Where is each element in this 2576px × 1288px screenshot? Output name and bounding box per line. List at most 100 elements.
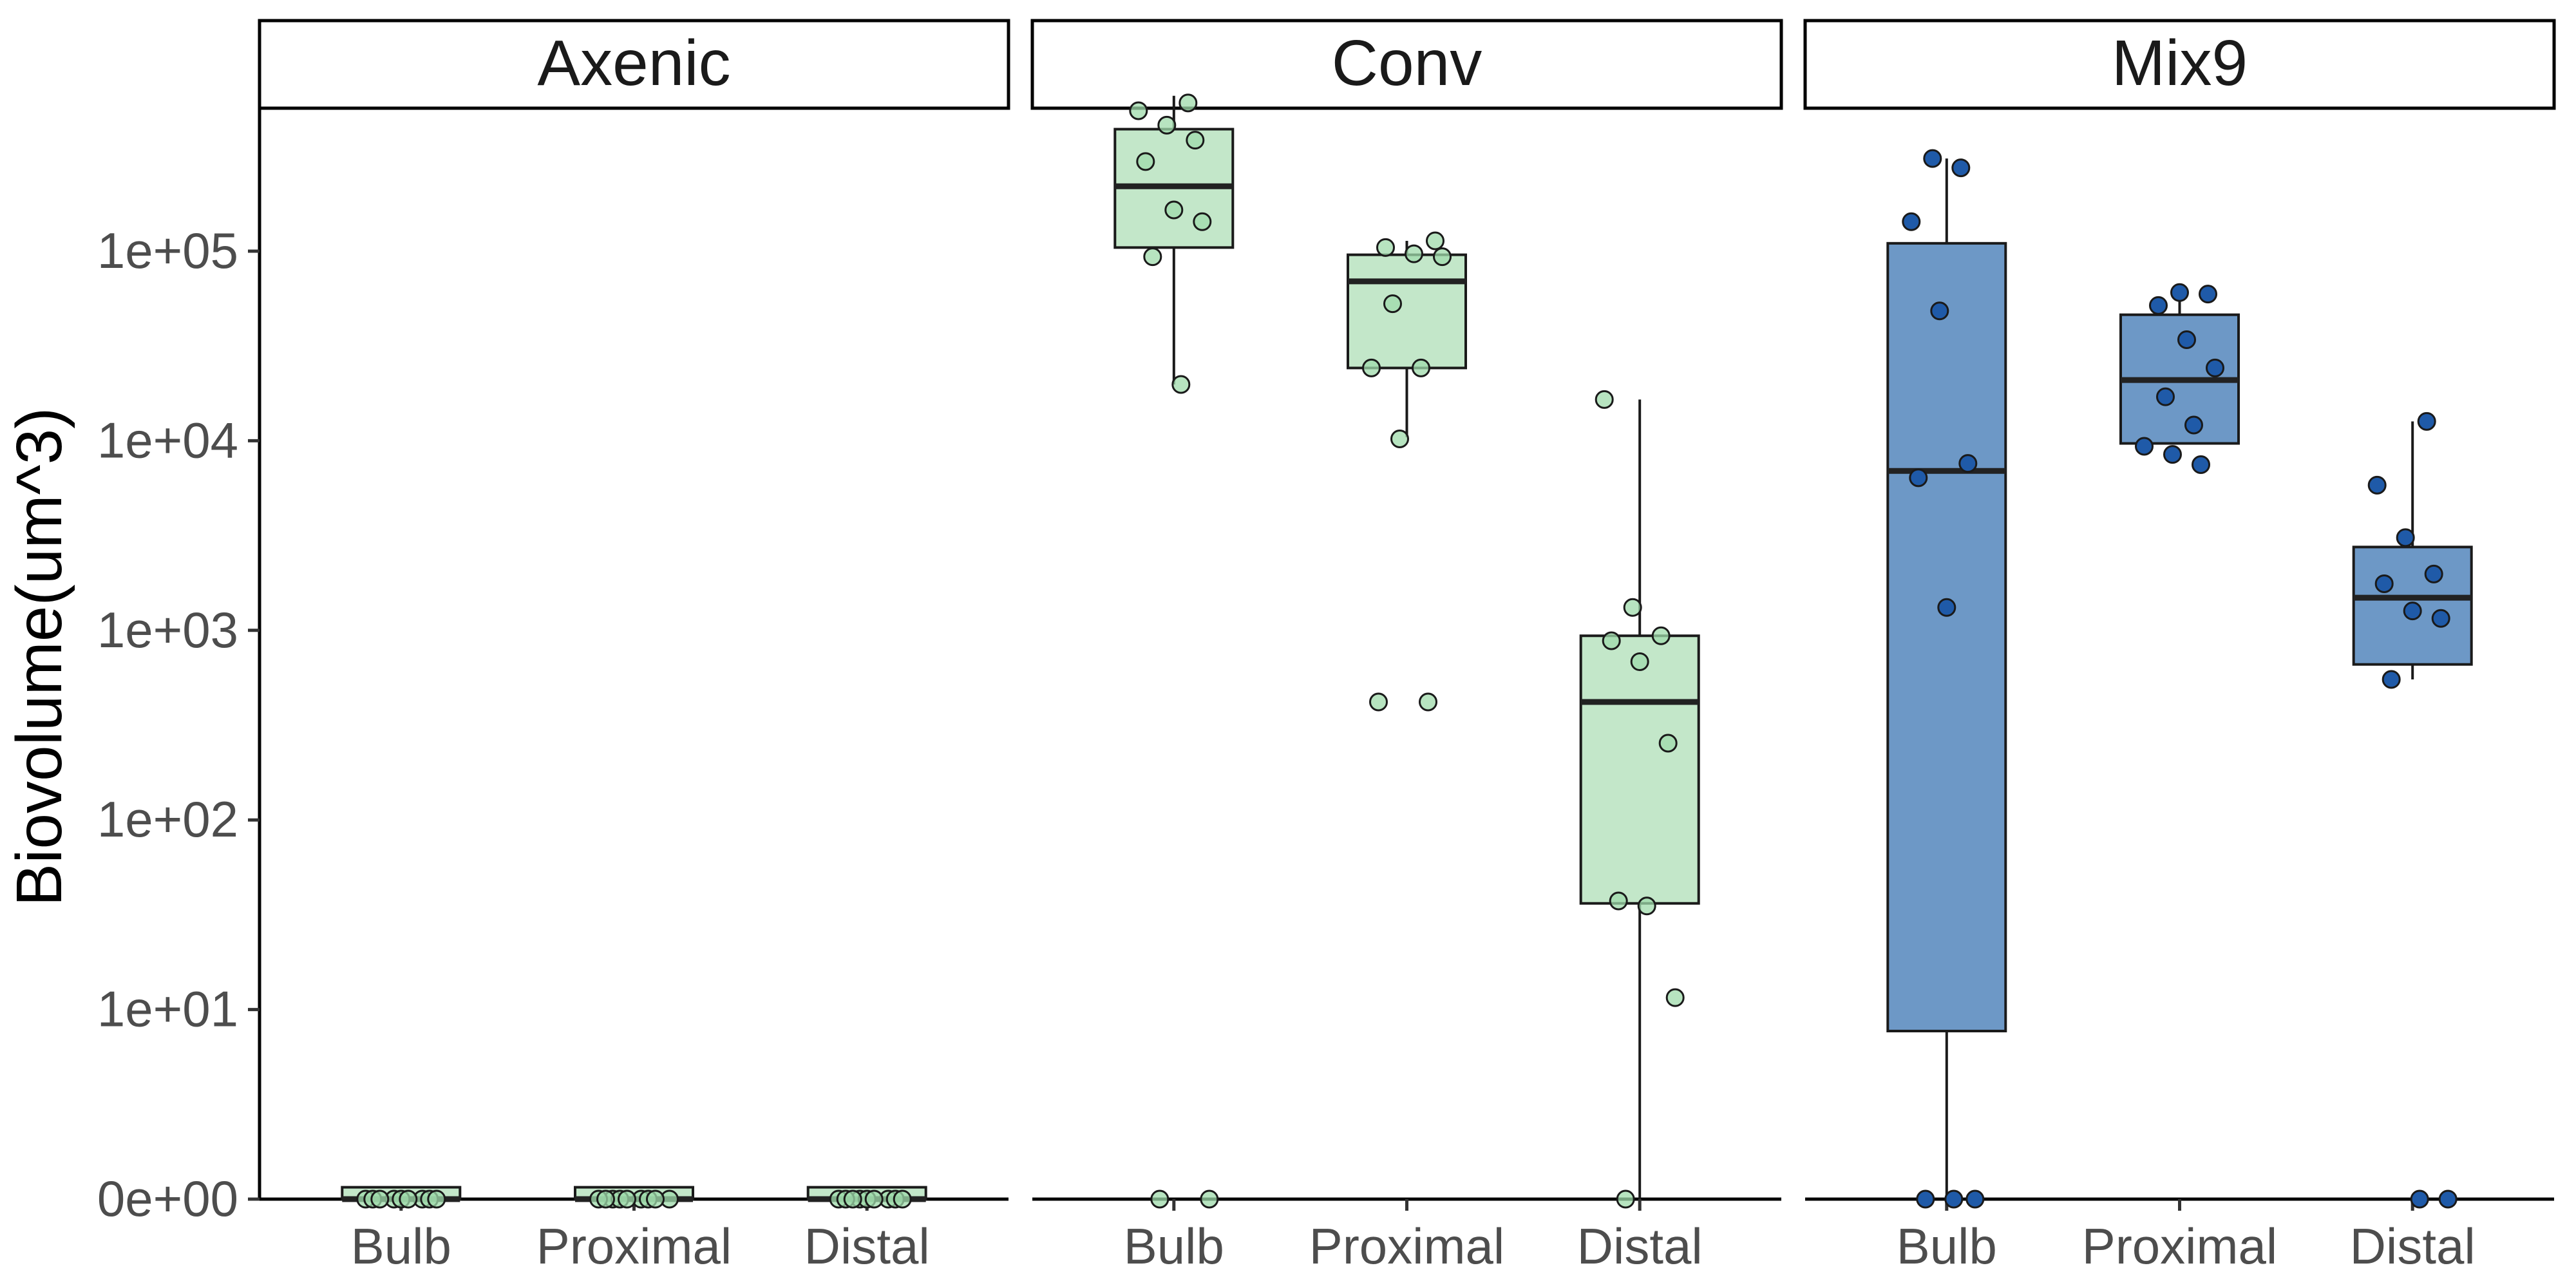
- data-point: [646, 1189, 665, 1209]
- y-axis: 0e+00 1e+01 1e+02 1e+03 1e+04 1e+05: [97, 108, 261, 1227]
- y-tick-label: 1e+05: [97, 222, 238, 279]
- x-tick-label: Bulb: [1124, 1218, 1224, 1274]
- data-point: [2367, 475, 2387, 495]
- data-point: [1433, 247, 1452, 267]
- box-distal: Distal: [1577, 390, 1703, 1274]
- data-point: [596, 1189, 615, 1209]
- data-point: [1136, 152, 1155, 171]
- data-point: [1405, 244, 1423, 263]
- box-bulb: Bulb: [1113, 93, 1235, 1274]
- data-point: [1362, 358, 1381, 377]
- panel-mix9: Mix9 Bulb Proximal Distal: [1803, 19, 2556, 1274]
- panel-axenic: Axenic Bulb Proximal Distal: [258, 19, 1010, 1274]
- data-point: [1637, 896, 1656, 916]
- data-point: [1376, 238, 1395, 257]
- data-point: [1902, 212, 1921, 231]
- data-point: [2403, 601, 2422, 621]
- data-point: [1923, 149, 1942, 168]
- data-point: [1658, 734, 1678, 753]
- data-point: [843, 1189, 862, 1209]
- data-point: [2163, 445, 2182, 464]
- data-point: [864, 1189, 884, 1209]
- data-point: [1390, 429, 1409, 448]
- data-point: [1602, 631, 1621, 650]
- data-point: [1916, 1189, 1935, 1209]
- data-point: [2149, 296, 2168, 315]
- facet-strip: [1030, 19, 1783, 110]
- data-point: [618, 1189, 636, 1209]
- x-tick-label: Distal: [1577, 1218, 1703, 1274]
- x-tick-label: Bulb: [1897, 1218, 1997, 1274]
- data-point: [2156, 387, 2175, 406]
- data-point: [1595, 390, 1614, 409]
- data-point: [2199, 285, 2217, 304]
- data-point: [2382, 670, 2401, 689]
- data-point: [1186, 131, 1205, 150]
- panel-conv: Conv Bulb Proximal Distal: [1030, 19, 1783, 1274]
- data-point: [1157, 115, 1177, 135]
- data-point: [2438, 1189, 2458, 1209]
- box-iqr: [1347, 253, 1467, 370]
- data-point: [427, 1189, 446, 1209]
- data-point: [1651, 626, 1671, 645]
- data-point: [1909, 468, 1928, 488]
- data-point: [1609, 891, 1628, 911]
- y-tick-label: 1e+03: [97, 601, 238, 658]
- box-iqr: [1886, 242, 2007, 1033]
- box-proximal: Proximal: [2082, 283, 2277, 1274]
- data-point: [1129, 101, 1148, 120]
- data-point: [1383, 294, 1402, 314]
- data-point: [2135, 437, 2154, 456]
- data-point: [1944, 1189, 1964, 1209]
- data-point: [2184, 415, 2203, 435]
- data-point: [2410, 1189, 2429, 1209]
- data-point: [1623, 598, 1642, 617]
- data-point: [1193, 212, 1212, 231]
- data-point: [1200, 1189, 1219, 1209]
- data-point: [2206, 358, 2224, 377]
- data-point: [2177, 330, 2196, 350]
- data-point: [1150, 1189, 1170, 1209]
- facet-strip: [258, 19, 1010, 110]
- data-point: [893, 1189, 912, 1209]
- data-point: [1958, 454, 1978, 473]
- data-point: [2417, 412, 2436, 431]
- facet-title: Mix9: [2112, 27, 2248, 99]
- data-point: [1369, 692, 1388, 712]
- data-point: [2396, 528, 2415, 547]
- facet-title: Axenic: [537, 27, 730, 99]
- x-tick-label: Proximal: [1309, 1218, 1504, 1274]
- x-tick-label: Bulb: [351, 1218, 451, 1274]
- x-tick-label: Proximal: [2082, 1218, 2277, 1274]
- y-axis-label: Biovolume(um^3): [3, 408, 75, 907]
- data-point: [1951, 158, 1971, 178]
- data-point: [2374, 574, 2394, 593]
- data-point: [1412, 358, 1430, 377]
- data-point: [2170, 283, 2189, 302]
- y-tick-label: 1e+01: [97, 981, 238, 1037]
- y-tick-label: 1e+04: [97, 412, 238, 468]
- data-point: [2192, 455, 2210, 475]
- data-point: [1630, 652, 1649, 672]
- data-point: [1171, 375, 1191, 394]
- box-proximal: Proximal: [1309, 231, 1504, 1274]
- x-tick-label: Proximal: [536, 1218, 732, 1274]
- facet-strip: [1803, 19, 2556, 110]
- box-bulb: Bulb: [341, 1186, 462, 1274]
- x-tick-label: Distal: [2350, 1218, 2476, 1274]
- data-point: [1665, 988, 1685, 1007]
- box-distal: Distal: [2350, 412, 2476, 1274]
- box-bulb: Bulb: [1886, 149, 2007, 1274]
- data-point: [1965, 1189, 1985, 1209]
- data-point: [370, 1189, 390, 1209]
- data-point: [1179, 93, 1198, 113]
- y-tick-label: 1e+02: [97, 791, 238, 848]
- data-point: [1426, 231, 1444, 251]
- y-tick-label: 0e+00: [97, 1170, 238, 1227]
- data-point: [1930, 301, 1949, 321]
- data-point: [2424, 564, 2443, 583]
- data-point: [1164, 200, 1184, 220]
- facet-title: Conv: [1332, 27, 1482, 99]
